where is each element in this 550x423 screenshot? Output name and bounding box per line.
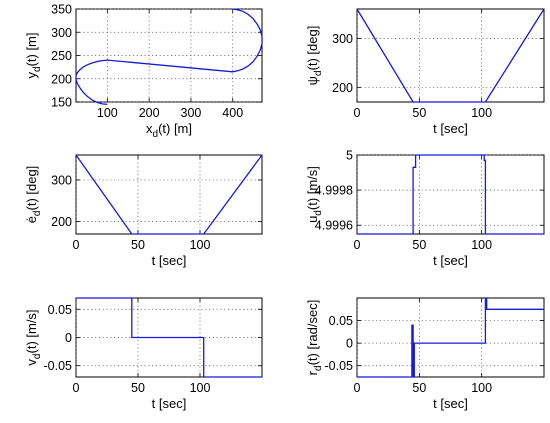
x-axis-label-symbol: t [sec]: [433, 253, 468, 268]
y-tick-label: 0: [346, 337, 353, 351]
y-axis-label: ėd(t) [deg]: [24, 166, 43, 224]
y-tick-label: 200: [51, 215, 72, 229]
x-tick-label: 200: [139, 106, 160, 120]
x-axis-label: t [sec]: [152, 253, 187, 268]
plot-area: [356, 154, 545, 235]
plot-area: [75, 154, 263, 235]
y-axis-label-subscript: d: [313, 365, 324, 371]
y-tick-label: 5: [346, 149, 353, 163]
x-axis-label: t [sec]: [152, 396, 187, 411]
data-line: [75, 154, 263, 235]
y-axis-label-suffix: (t) [deg]: [305, 26, 320, 71]
y-tick-label: 4.9996: [315, 219, 353, 233]
y-tick-label: 200: [332, 81, 353, 95]
x-axis-label-symbol: t [sec]: [152, 396, 187, 411]
y-axis-label-subscript: d: [32, 211, 43, 217]
x-tick-label: 400: [222, 106, 243, 120]
y-axis-label: ψd(t) [deg]: [305, 26, 324, 86]
x-axis-label: t [sec]: [433, 396, 468, 411]
y-tick-label: 250: [51, 49, 72, 63]
y-axis-label-symbol: ė: [24, 216, 39, 223]
x-tick-label: 0: [354, 381, 361, 395]
y-axis-label-symbol: y: [24, 72, 39, 79]
y-axis-label-subscript: d: [313, 210, 324, 216]
subplot-u: 0 50 100 4.9996 4.9998 5 t [sec] ud(t) [m/s]: [305, 149, 545, 268]
y-axis-label-suffix: (t) [deg]: [24, 166, 39, 211]
x-tick-label: 50: [131, 381, 145, 395]
data-line: [357, 154, 544, 235]
y-axis-label-suffix: (t) [m/s]: [305, 166, 320, 210]
y-tick-label: 0.05: [48, 303, 72, 317]
y-tick-label: 300: [332, 32, 353, 46]
plot-area: [356, 297, 545, 378]
y-axis-label-suffix: (t) [rad/sec]: [305, 300, 320, 366]
y-axis-label: ud(t) [m/s]: [305, 166, 324, 223]
x-tick-label: 100: [471, 238, 492, 252]
x-axis-label: xd(t) [m]: [146, 121, 192, 140]
plot-area: [75, 8, 263, 103]
y-axis-label: yd(t) [m]: [24, 33, 43, 79]
x-axis-label-subscript: d: [153, 129, 159, 140]
x-tick-label: 50: [131, 238, 145, 252]
x-tick-label: 0: [354, 106, 361, 120]
y-axis-label-symbol: r: [305, 370, 320, 375]
x-tick-label: 300: [181, 106, 202, 120]
x-tick-label: 100: [190, 381, 211, 395]
y-tick-label: -0.05: [44, 359, 73, 373]
data-line: [75, 8, 263, 105]
y-axis-label: vd(t) [m/s]: [24, 309, 43, 365]
x-axis-label-symbol: t [sec]: [152, 253, 187, 268]
y-tick-label: 300: [51, 26, 72, 40]
y-axis-label-subscript: d: [32, 353, 43, 359]
x-tick-label: 100: [97, 106, 118, 120]
y-axis-label-suffix: (t) [m]: [24, 33, 39, 67]
y-axis-label-subscript: d: [32, 66, 43, 72]
y-tick-label: 200: [51, 72, 72, 86]
x-axis-label-symbol: t [sec]: [433, 396, 468, 411]
subplot-theta: 0 50 100 200 300 t [sec] ėd(t) [deg]: [24, 154, 263, 268]
data-line: [356, 8, 545, 103]
x-tick-label: 0: [73, 238, 80, 252]
y-axis-label-subscript: d: [313, 70, 324, 76]
y-axis-label-symbol: u: [305, 216, 320, 223]
x-axis-label: t [sec]: [433, 121, 468, 136]
y-tick-label: 0.05: [329, 314, 353, 328]
x-tick-label: 0: [354, 238, 361, 252]
x-tick-label: 50: [412, 238, 426, 252]
x-tick-label: 0: [73, 381, 80, 395]
x-tick-label: 100: [471, 381, 492, 395]
y-tick-label: 350: [51, 3, 72, 17]
x-tick-label: 100: [471, 106, 492, 120]
y-tick-label: 150: [51, 96, 72, 110]
y-axis-label-symbol: ψ: [305, 76, 320, 85]
y-axis-label-suffix: (t) [m/s]: [24, 309, 39, 353]
y-tick-label: -0.05: [325, 359, 354, 373]
x-axis-label-symbol: x: [146, 121, 153, 136]
x-axis-label-suffix: (t) [m]: [158, 121, 192, 136]
x-tick-label: 50: [412, 381, 426, 395]
x-tick-label: 50: [412, 106, 426, 120]
x-axis-label: t [sec]: [433, 253, 468, 268]
subplot-psi: 0 50 100 200 300 t [sec] ψd(t) [deg]: [305, 8, 545, 136]
data-line: [76, 297, 262, 378]
y-tick-label: 4.9998: [315, 184, 353, 198]
y-tick-label: 0: [65, 331, 72, 345]
y-axis-label-symbol: v: [24, 359, 39, 366]
y-tick-label: 300: [51, 173, 72, 187]
x-axis-label-symbol: t [sec]: [433, 121, 468, 136]
x-tick-label: 100: [190, 238, 211, 252]
data-line: [357, 297, 544, 378]
y-axis-label: rd(t) [rad/sec]: [305, 300, 324, 376]
